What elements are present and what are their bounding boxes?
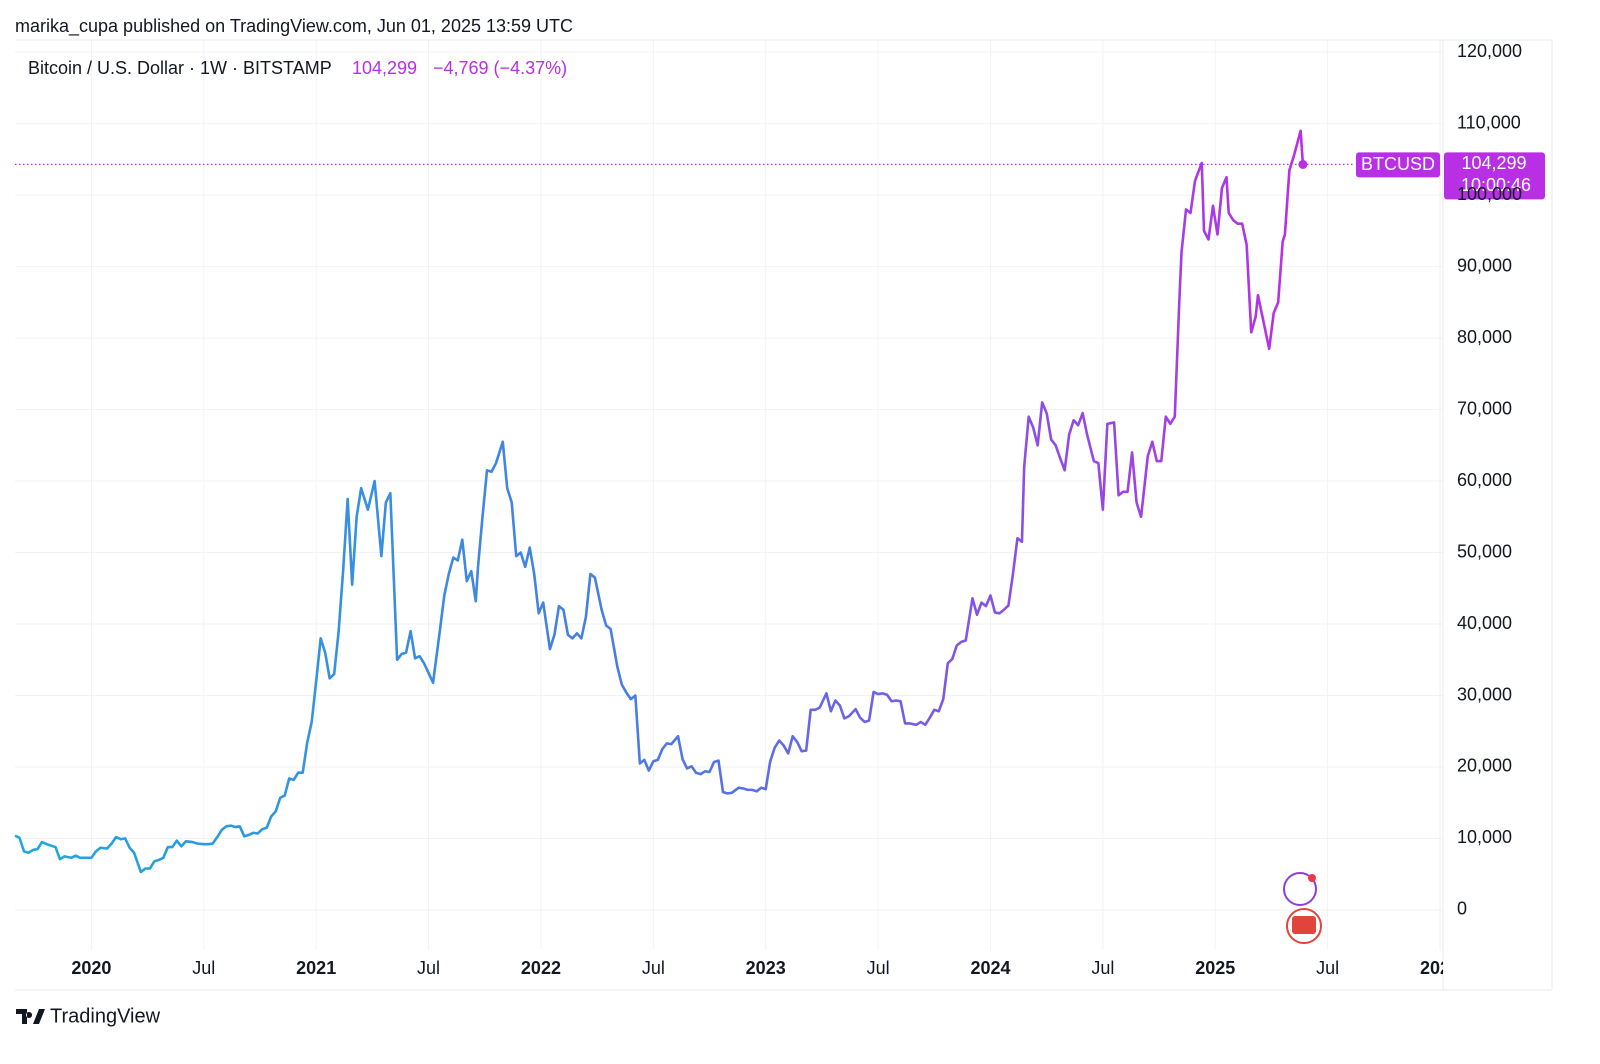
y-tick-label: 120,000 [1457,41,1522,61]
y-tick-label: 80,000 [1457,327,1512,347]
countdown: 10:00:46 [1461,175,1531,195]
grid [15,40,1443,950]
x-tick-label: 2020 [71,958,111,978]
y-tick-label: 90,000 [1457,255,1512,275]
x-tick-label: 2021 [296,958,336,978]
x-axis: 2020 Jul 2021 Jul 2022 Jul 2023 Jul 2024 Jul 2025 J… [71,958,1460,978]
x-tick-label: 2022 [521,958,561,978]
y-tick-label: 70,000 [1457,398,1512,418]
x-tick-label: 2023 [746,958,786,978]
x-tick-label: Jul [642,958,665,978]
y-tick-label: 60,000 [1457,470,1512,490]
footer-brand: TradingView [50,1005,161,1027]
symbol-label: BTCUSD [1361,154,1435,174]
x-tick-label: Jul [417,958,440,978]
published-note: marika_cupa published on TradingView.com… [15,16,573,37]
x-tick-label: 2024 [970,958,1010,978]
icon [1283,872,1317,906]
y-tick-label: 110,000 [1457,112,1521,132]
x-tick-label: Jul [1091,958,1114,978]
logo: TradingView [16,1005,161,1027]
price-line [14,129,1305,874]
chart-title: Bitcoin / U.S. Dollar · 1W · BITSTAMP [28,58,332,78]
header-change: −4,769 (−4.37%) [433,58,567,78]
plot [14,129,1355,874]
header-price: 104,299 [352,58,417,78]
icons [1283,872,1322,944]
x-tick-label: Jul [192,958,215,978]
x-tick-label: Jul [867,958,890,978]
price-value: 104,299 [1461,153,1526,173]
flag [1292,916,1316,934]
icon-dot [1308,874,1316,882]
y-tick-label: 10,000 [1457,827,1512,847]
y-tick-label: 100,000 [1457,184,1522,204]
x-tick-label: Jul [1316,958,1339,978]
y-tick-label: 40,000 [1457,613,1512,633]
price-box [1444,152,1545,200]
y-tick-label: 50,000 [1457,541,1512,561]
logo-mark [16,1009,45,1024]
y-tick-label: 0 [1457,899,1467,919]
symbol-box [1356,152,1440,178]
y-tick-label: 20,000 [1457,756,1512,776]
y-tick-label: 30,000 [1457,684,1512,704]
x-tick-label: 2026 [1420,958,1460,978]
x-tick-label: 2025 [1195,958,1235,978]
last-point [1298,159,1308,169]
